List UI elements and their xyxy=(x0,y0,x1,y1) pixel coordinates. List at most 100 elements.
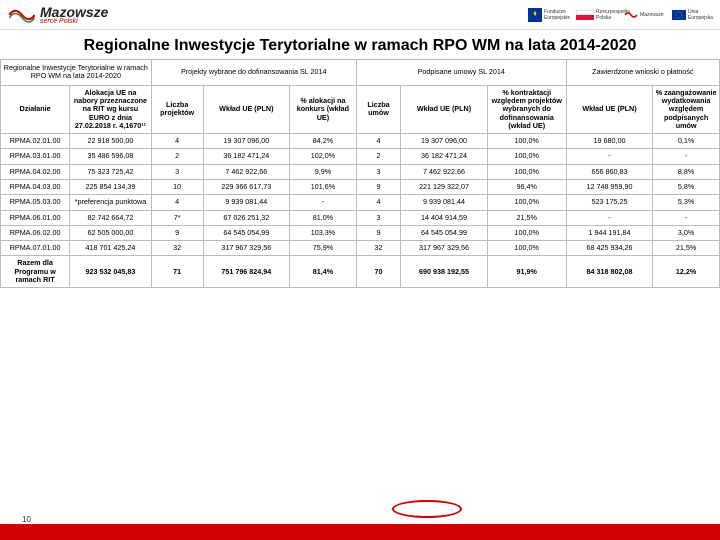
table-cell: 22 918 500,00 xyxy=(70,134,152,149)
table-row: RPMA.02.01.0022 918 500,00419 307 096,00… xyxy=(1,134,720,149)
table-cell: 690 938 192,55 xyxy=(401,256,487,288)
table-cell: 7 462 922,66 xyxy=(401,164,487,179)
col-header: % zaangażowanie wydatkowania względem po… xyxy=(653,85,720,133)
col-header: Wkład UE (PLN) xyxy=(401,85,487,133)
table-cell: 35 486 596,08 xyxy=(70,149,152,164)
table-cell: 5,8% xyxy=(653,180,720,195)
table-cell: 317 967 329,56 xyxy=(401,241,487,256)
page-title: Regionalne Inwestycje Terytorialne w ram… xyxy=(0,30,720,59)
table-cell: 923 532 045,83 xyxy=(70,256,152,288)
table-cell: *preferencja punktowa xyxy=(70,195,152,210)
table-cell: 418 701 425,24 xyxy=(70,241,152,256)
table-cell: 5,3% xyxy=(653,195,720,210)
header-bar: Mazowsze serce Polski Fundusze Europejsk… xyxy=(0,0,720,30)
table-total-row: Razem dla Programu w ramach RIT923 532 0… xyxy=(1,256,720,288)
page-number: 10 xyxy=(22,515,31,524)
table-cell: 10 xyxy=(151,180,203,195)
table-cell: 656 860,83 xyxy=(566,164,652,179)
table-cell: 3 xyxy=(151,164,203,179)
table-cell: - xyxy=(653,210,720,225)
table-cell: 102,0% xyxy=(290,149,357,164)
table-cell: 62 505 000,00 xyxy=(70,225,152,240)
table-cell: RPMA.07.01.00 xyxy=(1,241,70,256)
table-cell: 2 xyxy=(356,149,400,164)
table-cell: 3,0% xyxy=(653,225,720,240)
table-cell: 9,9% xyxy=(290,164,357,179)
table-cell: 12,2% xyxy=(653,256,720,288)
table-cell: 4 xyxy=(151,195,203,210)
col-header: Wkład UE (PLN) xyxy=(203,85,289,133)
table-cell: RPMA.05.03.00 xyxy=(1,195,70,210)
table-cell: 9 xyxy=(356,180,400,195)
col-header: % alokacji na konkurs (wkład UE) xyxy=(290,85,357,133)
table-cell: 9 xyxy=(356,225,400,240)
logo-swirl-icon xyxy=(8,5,36,25)
table-cell: 81,4% xyxy=(290,256,357,288)
col-header: Wkład UE (PLN) xyxy=(566,85,652,133)
table-cell: 100,0% xyxy=(487,134,566,149)
table-cell: 12 748 959,90 xyxy=(566,180,652,195)
highlight-circle xyxy=(392,500,462,518)
table-cell: 221 129 322,07 xyxy=(401,180,487,195)
table-row: RPMA.04.02.0075 323 725,4237 462 922,669… xyxy=(1,164,720,179)
table-cell: RPMA.03.01.00 xyxy=(1,149,70,164)
table-cell: 100,0% xyxy=(487,225,566,240)
table-cell: - xyxy=(653,149,720,164)
logo-eu: Unia Europejska xyxy=(672,6,712,24)
table-cell: RPMA.06.01.00 xyxy=(1,210,70,225)
table-cell: 101,6% xyxy=(290,180,357,195)
table-cell: 19 307 096,00 xyxy=(203,134,289,149)
section-header-3: Podpisane umowy SL 2014 xyxy=(356,60,566,86)
table-cell: 68 425 934,26 xyxy=(566,241,652,256)
table-cell: 1 944 191,84 xyxy=(566,225,652,240)
table-row: RPMA.03.01.0035 486 596,08236 182 471,24… xyxy=(1,149,720,164)
table-cell: 32 xyxy=(151,241,203,256)
table-cell: 100,0% xyxy=(487,195,566,210)
table-cell: RPMA.04.03.00 xyxy=(1,180,70,195)
table-cell: Razem dla Programu w ramach RIT xyxy=(1,256,70,288)
table-cell: 2 xyxy=(151,149,203,164)
col-header: Działanie xyxy=(1,85,70,133)
section-header-4: Zawierdzone wnioski o płatność xyxy=(566,60,719,86)
table-cell: 32 xyxy=(356,241,400,256)
table-cell: 103,3% xyxy=(290,225,357,240)
table-row: RPMA.04.03.00225 854 134,3910229 366 617… xyxy=(1,180,720,195)
table-cell: RPMA.04.02.00 xyxy=(1,164,70,179)
table-cell: 4 xyxy=(151,134,203,149)
table-cell: 317 967 329,56 xyxy=(203,241,289,256)
table-cell: RPMA.06.02.00 xyxy=(1,225,70,240)
table-cell: 91,9% xyxy=(487,256,566,288)
table-cell: 7 462 922,66 xyxy=(203,164,289,179)
table-cell: - xyxy=(566,210,652,225)
logo-fe: Fundusze Europejskie xyxy=(528,6,568,24)
table-cell: 36 182 471,24 xyxy=(401,149,487,164)
col-header: % kontraktacji względem projektów wybran… xyxy=(487,85,566,133)
table-row: RPMA.06.01.0082 742 664,727*67 026 251,3… xyxy=(1,210,720,225)
table-cell: 67 026 251,32 xyxy=(203,210,289,225)
col-header: Alokacja UE na nabory przeznaczone na RI… xyxy=(70,85,152,133)
table-cell: 14 404 914,59 xyxy=(401,210,487,225)
table-cell: 4 xyxy=(356,195,400,210)
logo-rp: Rzeczpospolita Polska xyxy=(576,6,616,24)
table-cell: 64 545 054,99 xyxy=(203,225,289,240)
table-cell: 9 xyxy=(151,225,203,240)
table-cell: 751 796 824,94 xyxy=(203,256,289,288)
table-cell: 229 366 617,73 xyxy=(203,180,289,195)
partner-logos: Fundusze Europejskie Rzeczpospolita Pols… xyxy=(528,6,712,24)
table-cell: 100,0% xyxy=(487,241,566,256)
logo-mz: Mazowsze xyxy=(624,6,664,24)
table-cell: 100,0% xyxy=(487,164,566,179)
table-cell: 75,9% xyxy=(290,241,357,256)
table-cell: 75 323 725,42 xyxy=(70,164,152,179)
section-header-2: Projekty wybrane do dofinansowania SL 20… xyxy=(151,60,356,86)
section-header-1: Regionalne Inwestycje Terytorialne w ram… xyxy=(1,60,152,86)
table-cell: 19 307 096,00 xyxy=(401,134,487,149)
table-cell: 84 318 802,08 xyxy=(566,256,652,288)
table-cell: 4 xyxy=(356,134,400,149)
footer-bar xyxy=(0,524,720,540)
table-cell: 21,5% xyxy=(487,210,566,225)
table-cell: 225 854 134,39 xyxy=(70,180,152,195)
table-cell: 81,0% xyxy=(290,210,357,225)
data-table: Regionalne Inwestycje Terytorialne w ram… xyxy=(0,59,720,288)
col-header: Liczba projektów xyxy=(151,85,203,133)
